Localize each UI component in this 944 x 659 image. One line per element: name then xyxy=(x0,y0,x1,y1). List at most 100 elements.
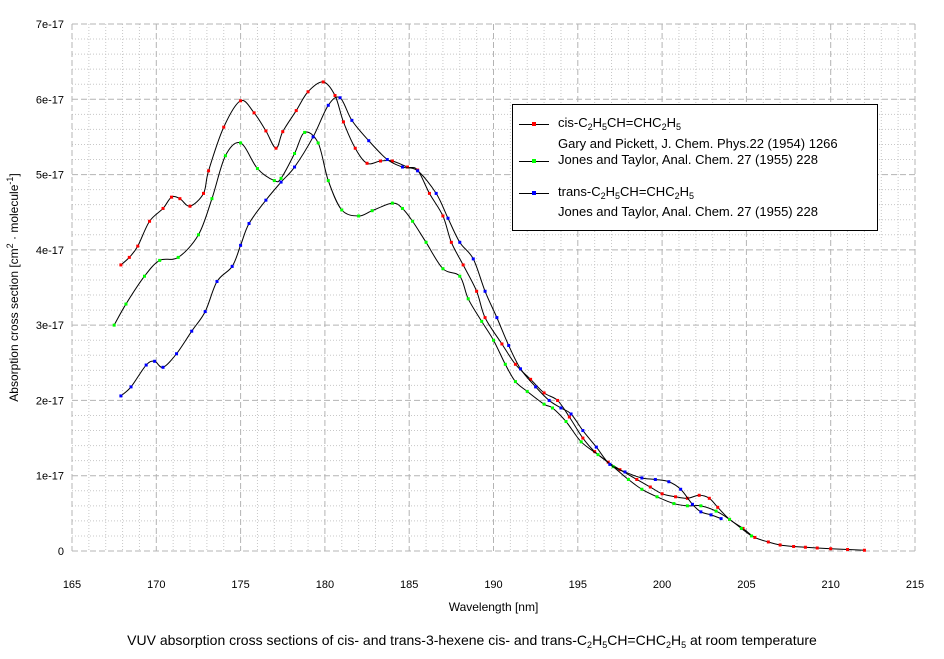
data-point xyxy=(158,258,162,262)
data-point xyxy=(766,540,770,544)
y-tick-label: 1e-17 xyxy=(36,471,64,483)
data-point xyxy=(379,159,383,163)
data-point xyxy=(513,380,517,384)
data-point xyxy=(148,219,152,223)
data-point xyxy=(596,453,600,457)
data-point xyxy=(311,135,315,139)
y-tick-label: 6e-17 xyxy=(36,94,64,106)
legend-entry: cis-C2H5CH=CHC2H5 xyxy=(558,115,681,132)
data-point xyxy=(294,109,298,113)
data-point xyxy=(697,493,701,497)
data-point xyxy=(608,462,612,466)
data-point xyxy=(424,240,428,244)
x-tick-label: 180 xyxy=(316,579,334,591)
data-point xyxy=(564,420,568,424)
data-point xyxy=(142,274,146,278)
legend: cis-C2H5CH=CHC2H5 Gary and Pickett, J. Ch… xyxy=(512,104,878,231)
data-point xyxy=(390,159,394,163)
data-point xyxy=(367,139,371,143)
data-point xyxy=(406,165,410,169)
data-point xyxy=(306,90,310,94)
data-point xyxy=(525,389,529,393)
data-point xyxy=(161,206,165,210)
x-axis-label: Wavelength [nm] xyxy=(449,600,539,614)
x-tick-label: 195 xyxy=(569,579,587,591)
data-point xyxy=(390,201,394,205)
data-point xyxy=(202,191,206,195)
data-point xyxy=(739,526,743,530)
y-axis-label: Absorption cross section [cm2​ · molecul… xyxy=(5,173,21,401)
data-point xyxy=(556,398,560,402)
data-point xyxy=(293,151,297,155)
data-point xyxy=(500,342,504,346)
data-point xyxy=(707,496,711,500)
data-point xyxy=(293,165,297,169)
data-point xyxy=(124,302,128,306)
data-point xyxy=(136,244,140,248)
data-point xyxy=(626,477,630,481)
y-tick-label: 4e-17 xyxy=(36,245,64,257)
data-point xyxy=(749,534,753,538)
data-point xyxy=(778,543,782,547)
data-point xyxy=(252,111,256,115)
data-point xyxy=(709,513,713,517)
data-point xyxy=(341,120,345,124)
data-point xyxy=(350,118,354,122)
data-point xyxy=(215,279,219,283)
x-tick-label: 200 xyxy=(653,579,671,591)
data-point xyxy=(441,214,445,218)
x-tick-label: 205 xyxy=(737,579,755,591)
y-tick-label: 7e-17 xyxy=(36,19,64,31)
y-tick-label: 3e-17 xyxy=(36,320,64,332)
legend-entry: Jones and Taylor, Anal. Chem. 27 (1955) … xyxy=(558,204,818,219)
data-point xyxy=(542,402,546,406)
data-point xyxy=(353,146,357,150)
data-point xyxy=(753,535,757,539)
data-point xyxy=(239,99,243,103)
x-tick-label: 185 xyxy=(400,579,418,591)
data-point xyxy=(716,505,720,509)
data-point xyxy=(441,267,445,271)
data-point xyxy=(153,359,157,363)
data-point xyxy=(196,233,200,237)
data-point xyxy=(279,180,283,184)
data-point xyxy=(338,96,342,100)
data-point xyxy=(728,517,732,521)
data-point xyxy=(640,487,644,491)
y-tick-label: 2e-17 xyxy=(36,395,64,407)
data-point xyxy=(547,398,551,402)
data-point xyxy=(466,297,470,301)
data-point xyxy=(483,316,487,320)
data-point xyxy=(653,477,657,481)
data-point xyxy=(862,548,866,552)
data-point xyxy=(370,209,374,213)
series-3 xyxy=(119,96,723,521)
data-point xyxy=(161,365,165,369)
data-point xyxy=(569,412,573,416)
data-point xyxy=(792,544,796,548)
data-point xyxy=(674,495,678,499)
data-point xyxy=(274,146,278,150)
data-point xyxy=(581,429,585,433)
data-point xyxy=(699,510,703,514)
data-point xyxy=(416,169,420,173)
data-point xyxy=(326,103,330,107)
data-point xyxy=(741,526,745,530)
data-point xyxy=(667,480,671,484)
data-point xyxy=(264,198,268,202)
data-point xyxy=(365,161,369,165)
data-point xyxy=(333,94,337,98)
data-point xyxy=(483,289,487,293)
data-point xyxy=(279,176,283,180)
data-point xyxy=(699,504,703,508)
data-point xyxy=(321,80,325,84)
x-tick-label: 190 xyxy=(484,579,502,591)
data-point xyxy=(169,195,173,199)
data-point xyxy=(203,310,207,314)
data-point xyxy=(559,406,563,410)
data-point xyxy=(594,445,598,449)
data-point xyxy=(178,197,182,201)
data-point xyxy=(119,263,123,267)
y-tick-label: 5e-17 xyxy=(36,170,64,182)
